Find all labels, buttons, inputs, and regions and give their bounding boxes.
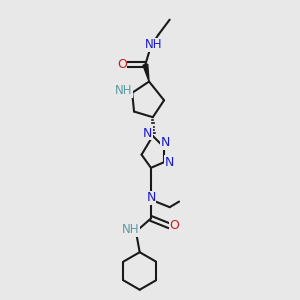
Text: NH: NH	[122, 223, 139, 236]
Text: O: O	[117, 58, 127, 71]
Text: O: O	[169, 220, 179, 232]
Text: N: N	[146, 191, 156, 204]
Text: NH: NH	[115, 84, 133, 98]
Text: N: N	[143, 127, 152, 140]
Text: NH: NH	[145, 38, 163, 52]
Text: N: N	[165, 156, 174, 169]
Polygon shape	[143, 64, 149, 82]
Text: N: N	[160, 136, 170, 149]
